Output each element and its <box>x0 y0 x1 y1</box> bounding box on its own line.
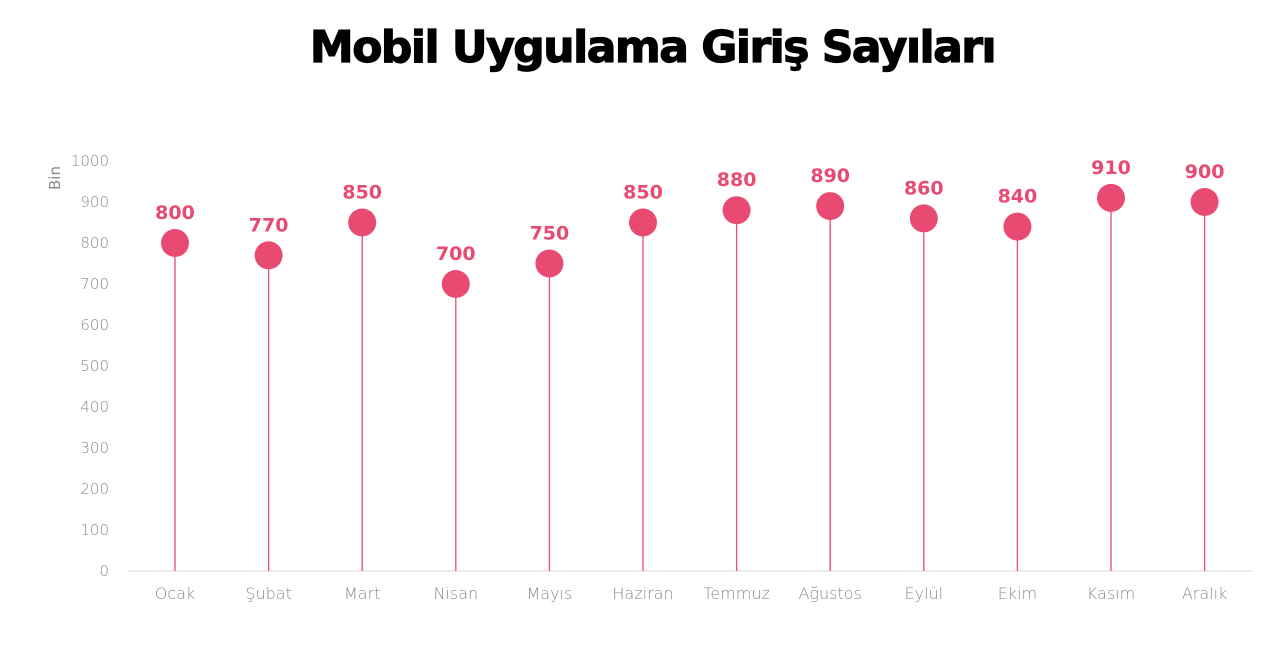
y-tick-label: 1000 <box>71 152 109 170</box>
x-tick-label: Şubat <box>245 584 292 603</box>
data-label: 880 <box>717 169 757 191</box>
x-tick-label: Aralık <box>1182 584 1227 603</box>
chart-title: Mobil Uygulama Giriş Sayıları <box>309 21 997 73</box>
x-tick-label: Ağustos <box>798 584 861 603</box>
x-tick-label: Temmuz <box>703 584 770 603</box>
lollipop-dot <box>161 229 189 257</box>
lollipop-dot <box>629 208 657 237</box>
x-tick-label: Mart <box>344 584 380 603</box>
data-label: 840 <box>998 186 1038 208</box>
lollipop-dot <box>441 270 470 298</box>
lollipop-dot <box>722 196 751 225</box>
y-tick-label: 500 <box>80 357 109 375</box>
x-tick-label: Mayıs <box>526 584 572 603</box>
data-label: 910 <box>1091 157 1131 179</box>
y-tick-label: 900 <box>80 193 109 211</box>
y-tick-label: 100 <box>80 521 109 539</box>
x-tick-label: Haziran <box>612 584 673 603</box>
y-tick-label: 700 <box>80 275 109 293</box>
x-tick-label: Kasım <box>1087 584 1135 603</box>
data-label: 770 <box>249 214 289 236</box>
y-tick-label: 0 <box>99 562 109 580</box>
lollipop-dot <box>1190 188 1219 216</box>
lollipop-dot <box>909 204 938 233</box>
lollipop-dot <box>254 241 283 270</box>
data-label: 900 <box>1185 161 1225 183</box>
x-tick-label: Eylül <box>904 584 943 603</box>
data-label: 850 <box>342 182 382 204</box>
chart-marks: 800 770 850 700 750 850 880 890 860 840 910 900 <box>155 157 1224 571</box>
data-label: 750 <box>530 223 570 245</box>
x-tick-label: Ekim <box>998 584 1037 603</box>
data-label: 700 <box>436 243 476 265</box>
y-tick-label: 300 <box>80 439 109 457</box>
x-tick-label: Nisan <box>433 584 478 603</box>
y-axis-title: Bin <box>46 166 64 190</box>
lollipop-dot <box>816 192 845 221</box>
lollipop-dot <box>535 249 564 278</box>
y-tick-label: 800 <box>80 234 109 252</box>
y-tick-label: 600 <box>80 316 109 334</box>
x-axis: Ocak Şubat Mart Nisan Mayıs Haziran Temmuz Ağus… <box>128 570 1253 603</box>
y-axis: 0 100 200 300 400 500 600 700 800 900 1000 Bin <box>46 152 109 580</box>
lollipop-dot <box>348 208 377 237</box>
lollipop-dot <box>1003 212 1032 241</box>
data-label: 860 <box>904 177 944 199</box>
data-label: 850 <box>623 182 663 204</box>
y-tick-label: 400 <box>80 398 109 416</box>
lollipop-dot <box>1097 183 1125 212</box>
y-tick-label: 200 <box>80 480 109 498</box>
data-label: 890 <box>810 165 850 187</box>
x-tick-label: Ocak <box>155 584 195 603</box>
data-label: 800 <box>155 202 195 224</box>
